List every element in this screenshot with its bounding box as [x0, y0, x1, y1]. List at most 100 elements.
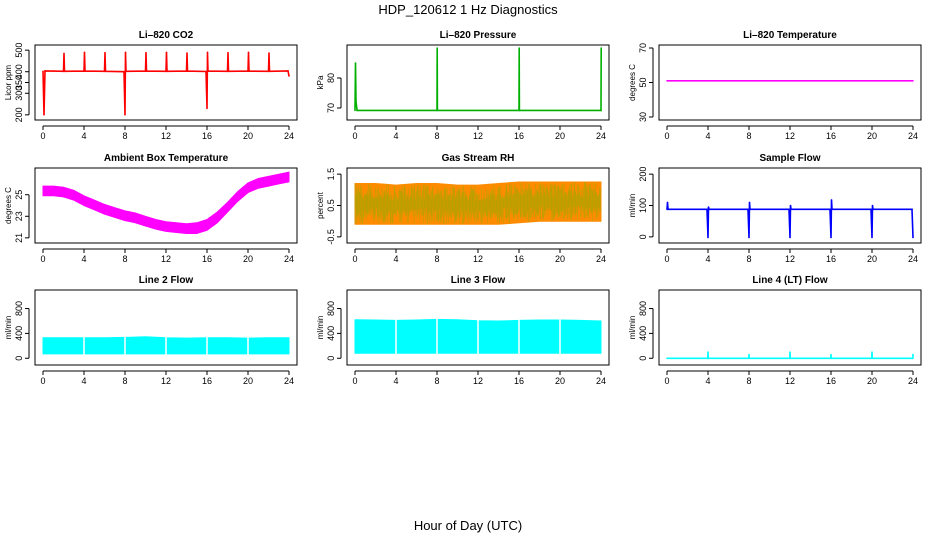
panel-2: Li–820 Pressure kPa 0 4 8 12 16 20 24 70 80	[316, 30, 610, 141]
data-point	[518, 109, 521, 112]
y-axis-label: degrees C	[4, 187, 13, 224]
data-point	[84, 70, 86, 72]
x-tick-label: 24	[596, 254, 606, 264]
x-tick-label: 24	[908, 254, 918, 264]
plot-area	[354, 315, 602, 358]
x-tick-label: 16	[514, 131, 524, 141]
y-tick-label: 500	[14, 43, 24, 58]
x-tick-label: 12	[473, 131, 483, 141]
data-point	[436, 47, 439, 49]
data-point	[831, 208, 833, 211]
x-tick-label: 16	[826, 131, 836, 141]
plot-frame	[658, 44, 922, 121]
x-tick-label: 4	[705, 131, 710, 141]
x-tick-label: 4	[393, 254, 398, 264]
data-point	[666, 357, 668, 360]
y-tick-label: 0	[14, 356, 24, 361]
x-tick-label: 0	[664, 254, 669, 264]
y-tick-label: 0	[326, 356, 336, 361]
data-point	[44, 70, 46, 72]
plot-area	[666, 80, 914, 82]
panel-title: Li–820 CO2	[139, 30, 194, 41]
x-tick-label: 0	[40, 254, 45, 264]
data-point	[872, 208, 874, 211]
panel-6: Sample Flow ml/min 0 4 8 12 16 20 24 0 100 200	[628, 153, 922, 264]
data-point	[912, 236, 914, 239]
data-point	[830, 353, 832, 356]
data-point	[748, 357, 750, 360]
panel-4: Ambient Box Temperature degrees C 0 4 8 12 16 2…	[4, 153, 298, 264]
data-point	[707, 357, 709, 360]
data-point	[666, 201, 669, 204]
x-tick-label: 8	[122, 254, 127, 264]
data-point	[871, 204, 874, 207]
x-tick-label: 4	[705, 376, 710, 386]
data-point	[206, 107, 208, 110]
plot-frame	[346, 167, 610, 244]
data-point	[748, 201, 751, 204]
data-point	[749, 208, 751, 211]
data-point	[206, 51, 209, 54]
y-tick-label: 400	[326, 326, 336, 341]
plot-area	[354, 47, 602, 112]
x-tick-label: 4	[81, 376, 86, 386]
plot-frame	[658, 289, 922, 366]
x-tick-label: 8	[746, 376, 751, 386]
panel-3: Li–820 Temperature degrees C 0 4 8 12 16 20 24 30…	[628, 30, 922, 141]
y-tick-label: -0.5	[326, 229, 336, 245]
x-tick-label: 20	[555, 254, 565, 264]
series-line	[667, 352, 914, 360]
y-tick-label: 350	[14, 75, 24, 90]
data-point	[42, 70, 44, 73]
data-point	[666, 80, 668, 82]
x-tick-label: 20	[243, 254, 253, 264]
data-point	[789, 204, 792, 207]
data-point	[830, 236, 832, 239]
data-point	[600, 47, 602, 49]
data-point	[871, 351, 873, 353]
plot-frame	[346, 289, 610, 366]
y-axis-label: ml/min	[4, 316, 13, 340]
plot-frame	[34, 289, 298, 366]
x-tick-label: 16	[826, 254, 836, 264]
x-tick-label: 12	[785, 376, 795, 386]
plot-area	[354, 181, 602, 225]
y-tick-label: 200	[638, 167, 648, 182]
data-point	[288, 75, 290, 77]
x-tick-label: 24	[908, 376, 918, 386]
panel-title: Li–820 Temperature	[743, 30, 837, 41]
panel-title: Gas Stream RH	[442, 153, 515, 164]
data-point	[63, 70, 66, 73]
panel-title: Li–820 Pressure	[440, 30, 517, 41]
x-tick-label: 4	[393, 131, 398, 141]
data-point	[436, 109, 439, 112]
data-point	[830, 199, 833, 201]
x-tick-label: 24	[908, 131, 918, 141]
data-point	[748, 236, 750, 239]
data-point	[518, 47, 520, 49]
y-tick-label: 0	[638, 356, 648, 361]
y-tick-label: 21	[14, 233, 24, 243]
y-tick-label: 100	[638, 198, 648, 213]
plot-area	[666, 199, 914, 239]
x-tick-label: 8	[122, 376, 127, 386]
data-point	[356, 109, 358, 112]
data-point	[287, 70, 289, 72]
data-point	[355, 101, 357, 103]
data-point	[227, 51, 229, 54]
data-point	[911, 208, 913, 211]
figure-title: HDP_120612 1 Hz Diagnostics	[378, 2, 558, 17]
data-point	[790, 208, 792, 211]
data-point	[83, 51, 86, 54]
data-point	[788, 208, 790, 211]
panel-title: Sample Flow	[759, 153, 820, 164]
y-tick-label: 400	[14, 64, 24, 79]
data-point	[912, 357, 914, 360]
data-point	[145, 70, 148, 72]
x-tick-label: 16	[514, 254, 524, 264]
y-axis-label: Licor ppm	[4, 65, 13, 100]
series-band	[42, 171, 290, 234]
plot-frame	[346, 44, 610, 121]
data-point	[63, 52, 65, 55]
data-point	[789, 236, 791, 239]
